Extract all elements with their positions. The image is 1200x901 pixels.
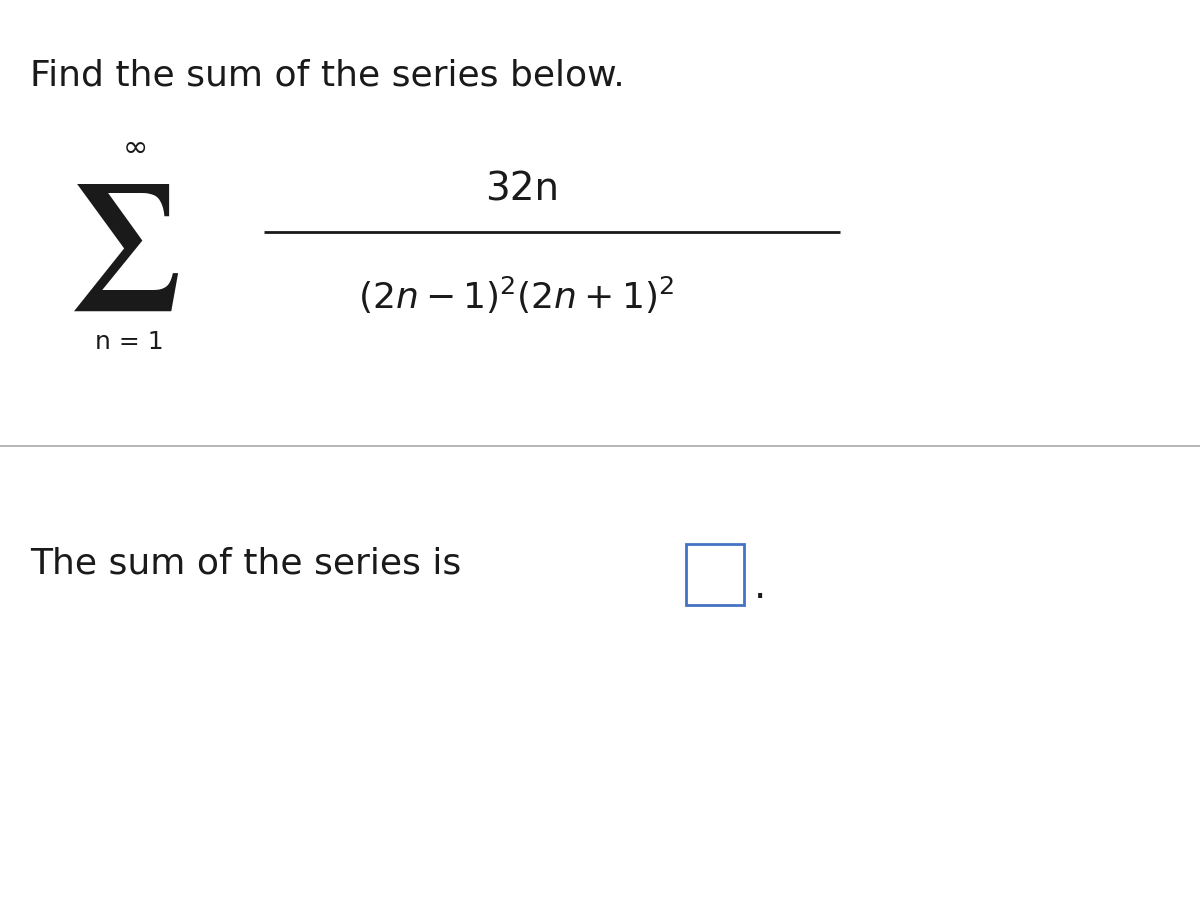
- Text: .: .: [754, 569, 766, 606]
- Text: $(2n - 1)^2(2n + 1)^2$: $(2n - 1)^2(2n + 1)^2$: [358, 275, 674, 316]
- Text: ∞: ∞: [122, 134, 149, 163]
- Text: 32n: 32n: [485, 170, 559, 208]
- Text: ∑: ∑: [68, 184, 184, 312]
- FancyBboxPatch shape: [686, 544, 744, 605]
- Text: n = 1: n = 1: [95, 331, 164, 354]
- Text: The sum of the series is: The sum of the series is: [30, 546, 461, 580]
- Text: Find the sum of the series below.: Find the sum of the series below.: [30, 59, 625, 93]
